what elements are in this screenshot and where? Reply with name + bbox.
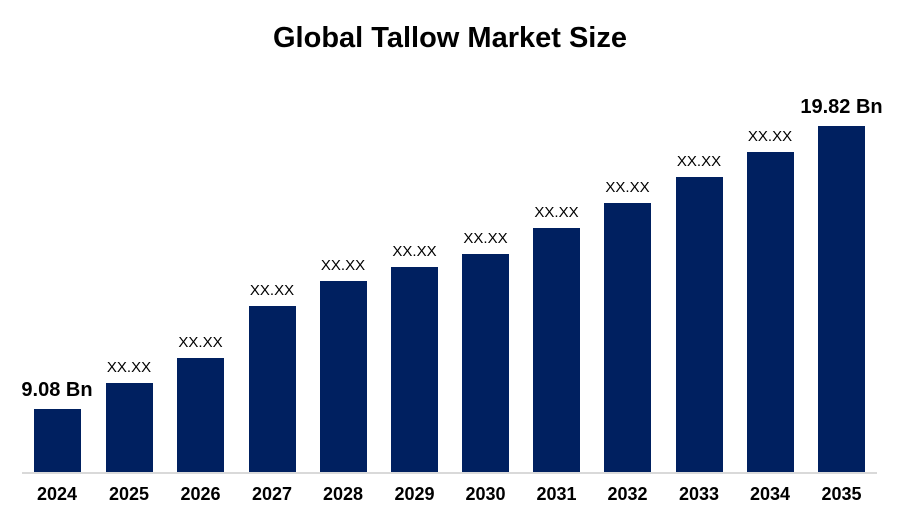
bar	[177, 358, 224, 472]
bar-group: XX.XX 2027	[248, 281, 296, 504]
bar-value-label: XX.XX	[747, 127, 793, 145]
bar	[746, 152, 794, 472]
bar-group: XX.XX 2032	[604, 178, 651, 504]
bar-group: XX.XX 2030	[462, 229, 509, 504]
bar-value-label: XX.XX	[178, 333, 223, 351]
bar-group: XX.XX 2031	[533, 203, 580, 504]
x-axis-line	[22, 472, 877, 474]
x-axis-tick-label: 2030	[465, 484, 506, 504]
bar-group: XX.XX 2033	[675, 152, 723, 504]
bar-group: 9.08 Bn 2024	[21, 379, 92, 504]
x-axis-tick-label: 2029	[394, 484, 435, 504]
bar-value-label: 9.08 Bn	[21, 379, 93, 401]
x-axis-tick-label: 2031	[536, 484, 577, 504]
bar-value-label: 19.82 Bn	[800, 96, 883, 118]
bar-value-label: XX.XX	[106, 358, 152, 376]
bar-group: XX.XX 2028	[319, 256, 367, 504]
bar-value-label: XX.XX	[320, 256, 366, 274]
bar-value-label: XX.XX	[392, 242, 437, 260]
x-axis-tick-label: 2034	[749, 484, 791, 504]
bar-group: 19.82 Bn 2035	[800, 96, 882, 504]
bar-group: XX.XX 2034	[746, 127, 794, 504]
x-axis-tick-label: 2032	[607, 484, 648, 504]
bar	[33, 409, 81, 472]
bar	[391, 267, 438, 472]
bar-value-label: XX.XX	[534, 203, 579, 221]
bar	[462, 254, 509, 472]
bar-group: XX.XX 2025	[105, 358, 153, 504]
bar-value-label: XX.XX	[463, 229, 508, 247]
x-axis-tick-label: 2033	[678, 484, 720, 504]
x-axis-tick-label: 2026	[180, 484, 221, 504]
x-axis-tick-label: 2025	[108, 484, 150, 504]
bar-group: XX.XX 2029	[391, 242, 438, 504]
bar-value-label: XX.XX	[249, 281, 295, 299]
x-axis-tick-label: 2024	[36, 484, 78, 504]
bar-group: XX.XX 2026	[177, 333, 224, 504]
bar	[105, 383, 153, 472]
bar-value-label: XX.XX	[676, 152, 722, 170]
bar	[533, 228, 580, 472]
bar	[675, 177, 723, 472]
x-axis-tick-label: 2035	[821, 484, 862, 504]
bar	[818, 126, 865, 472]
bar	[319, 281, 367, 472]
chart-title: Global Tallow Market Size	[273, 22, 627, 54]
bar	[604, 203, 651, 472]
bar-value-label: XX.XX	[605, 178, 650, 196]
x-axis-tick-label: 2028	[322, 484, 364, 504]
bar	[248, 306, 296, 472]
x-axis-tick-label: 2027	[251, 484, 293, 504]
